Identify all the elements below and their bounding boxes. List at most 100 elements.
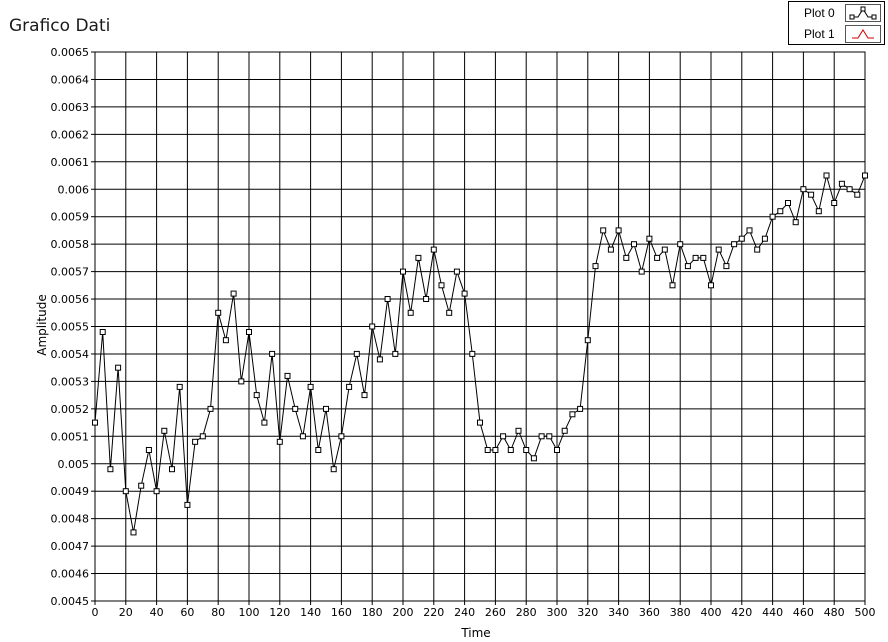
x-tick-label: 440 <box>762 606 783 619</box>
legend-swatch-plot-1[interactable] <box>845 25 881 43</box>
data-point <box>607 246 614 253</box>
data-point <box>862 172 868 179</box>
data-point <box>815 208 822 215</box>
plot-0-swatch-icon <box>849 6 877 20</box>
data-point <box>854 191 861 198</box>
x-tick-label: 60 <box>180 606 194 619</box>
data-point <box>99 329 106 335</box>
y-tick-label: 0.0055 <box>51 321 90 334</box>
data-point <box>731 241 738 248</box>
data-point <box>423 296 430 302</box>
data-point <box>615 227 622 234</box>
x-tick-label: 300 <box>547 606 568 619</box>
data-point <box>823 172 830 179</box>
data-point <box>492 447 499 453</box>
data-point <box>346 383 353 390</box>
data-point <box>461 290 468 297</box>
data-point <box>584 337 591 344</box>
data-point <box>592 263 599 270</box>
data-point <box>145 447 152 453</box>
legend-item-plot-1[interactable]: Plot 1 <box>789 24 884 45</box>
data-point <box>269 350 276 357</box>
data-point <box>207 405 214 412</box>
data-point <box>438 282 445 289</box>
x-tick-label: 260 <box>485 606 506 619</box>
data-point <box>808 191 815 198</box>
x-tick-label: 320 <box>577 606 598 619</box>
data-point <box>554 447 560 453</box>
data-point <box>631 241 637 248</box>
data-point <box>246 329 252 335</box>
data-point <box>715 246 722 253</box>
data-point <box>600 227 607 234</box>
data-point <box>646 235 653 242</box>
x-tick-label: 20 <box>119 606 133 619</box>
data-point <box>777 208 784 215</box>
data-point <box>238 378 245 385</box>
x-tick-label: 480 <box>824 606 845 619</box>
tick-labels: 0 20 40 60 80 100 120 140 160 180 200 220 240 260 280 3… <box>51 46 876 619</box>
data-point <box>369 323 376 330</box>
data-point <box>515 427 522 434</box>
data-point <box>838 180 845 187</box>
data-point <box>253 392 260 399</box>
data-point <box>199 433 206 440</box>
data-point <box>661 246 668 253</box>
data-point <box>323 405 329 412</box>
data-point <box>831 200 838 206</box>
x-tick-label: 400 <box>701 606 722 619</box>
y-tick-label: 0.0053 <box>51 375 90 388</box>
legend-item-plot-0[interactable]: Plot 0 <box>789 3 884 24</box>
data-point <box>469 350 476 357</box>
x-tick-label: 180 <box>362 606 383 619</box>
plot-1-swatch-icon <box>852 29 874 39</box>
data-point <box>669 282 676 289</box>
y-tick-label: 0.0064 <box>51 73 90 86</box>
y-tick-label: 0.0045 <box>51 595 90 608</box>
legend[interactable]: Plot 0 Plot 1 <box>788 1 885 45</box>
y-tick-label: 0.0063 <box>51 101 90 114</box>
y-tick-label: 0.0057 <box>51 266 90 279</box>
data-point <box>338 433 345 440</box>
x-tick-label: 360 <box>639 606 660 619</box>
data-point <box>153 488 160 495</box>
x-tick-label: 140 <box>300 606 321 619</box>
data-point <box>538 433 545 440</box>
chart-title: Grafico Dati <box>9 16 111 36</box>
x-tick-label: 220 <box>423 606 444 619</box>
y-tick-label: 0.0051 <box>51 430 90 443</box>
data-point <box>230 290 237 297</box>
y-tick-label: 0.0058 <box>51 238 90 251</box>
data-point <box>446 309 453 316</box>
data-point <box>769 213 776 220</box>
y-tick-label: 0.0056 <box>51 293 90 306</box>
data-point <box>107 466 114 473</box>
data-point <box>138 482 145 489</box>
data-point <box>122 488 129 495</box>
x-tick-label: 80 <box>211 606 225 619</box>
series-layer <box>92 172 868 536</box>
data-point <box>577 405 584 412</box>
legend-label-plot-1: Plot 1 <box>804 27 835 41</box>
legend-swatch-plot-0[interactable] <box>845 4 881 22</box>
data-point <box>315 447 322 453</box>
data-point <box>376 356 383 363</box>
data-point <box>261 419 268 426</box>
data-point <box>276 438 283 445</box>
data-point <box>169 466 175 473</box>
data-point <box>353 350 360 357</box>
data-point <box>415 254 422 261</box>
y-tick-label: 0.0048 <box>51 513 90 526</box>
data-point <box>546 433 553 440</box>
data-point <box>453 268 460 275</box>
data-point <box>400 268 406 275</box>
data-point <box>130 529 137 536</box>
data-point <box>392 350 399 357</box>
data-point <box>299 433 306 440</box>
data-point <box>800 186 807 193</box>
data-point <box>754 246 761 253</box>
data-point <box>222 337 229 344</box>
data-point <box>623 254 630 261</box>
x-tick-label: 340 <box>608 606 629 619</box>
